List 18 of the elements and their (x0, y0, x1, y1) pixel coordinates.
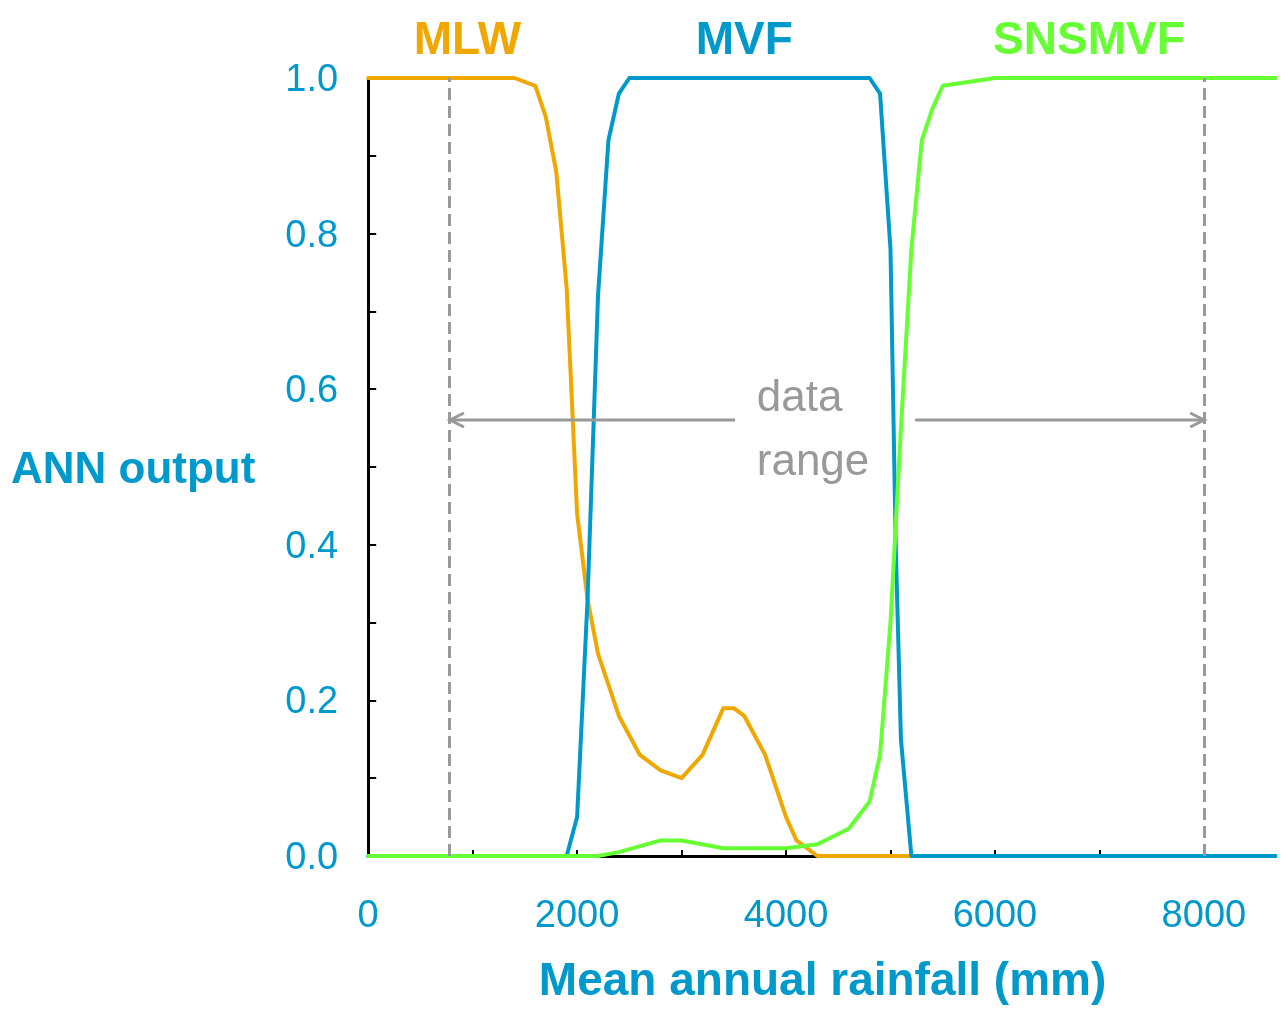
y-axis-title: ANN output (10, 442, 256, 492)
series-label: MVF (695, 12, 793, 64)
y-tick-label: 0.6 (285, 368, 339, 411)
line-series (366, 76, 1277, 858)
x-tick-label: 4000 (743, 893, 829, 935)
annotation: data range (756, 370, 871, 487)
y-tick-label: 0.8 (285, 212, 339, 255)
x-tick-label: 0 (357, 893, 379, 935)
series-label: SNSMVF (993, 12, 1185, 64)
x-axis-title: Mean annual rainfall (mm) (538, 953, 1107, 1005)
x-tick-label: 6000 (952, 893, 1038, 935)
y-tick-label: 0.0 (285, 835, 339, 877)
series-label: MLW (413, 12, 522, 64)
x-tick-label: 2000 (534, 893, 620, 935)
y-tick-label: 0.4 (285, 523, 339, 566)
y-tick-label: 1.0 (285, 57, 339, 99)
x-tick-label: 8000 (1161, 893, 1247, 935)
y-tick-label: 0.2 (285, 679, 339, 722)
